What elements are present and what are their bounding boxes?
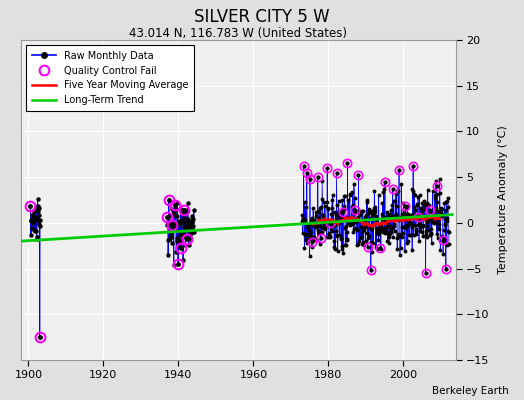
Text: Berkeley Earth: Berkeley Earth bbox=[432, 386, 508, 396]
Legend: Raw Monthly Data, Quality Control Fail, Five Year Moving Average, Long-Term Tren: Raw Monthly Data, Quality Control Fail, … bbox=[26, 45, 194, 111]
Title: 43.014 N, 116.783 W (United States): 43.014 N, 116.783 W (United States) bbox=[129, 27, 347, 40]
Text: SILVER CITY 5 W: SILVER CITY 5 W bbox=[194, 8, 330, 26]
Y-axis label: Temperature Anomaly (°C): Temperature Anomaly (°C) bbox=[498, 126, 508, 274]
